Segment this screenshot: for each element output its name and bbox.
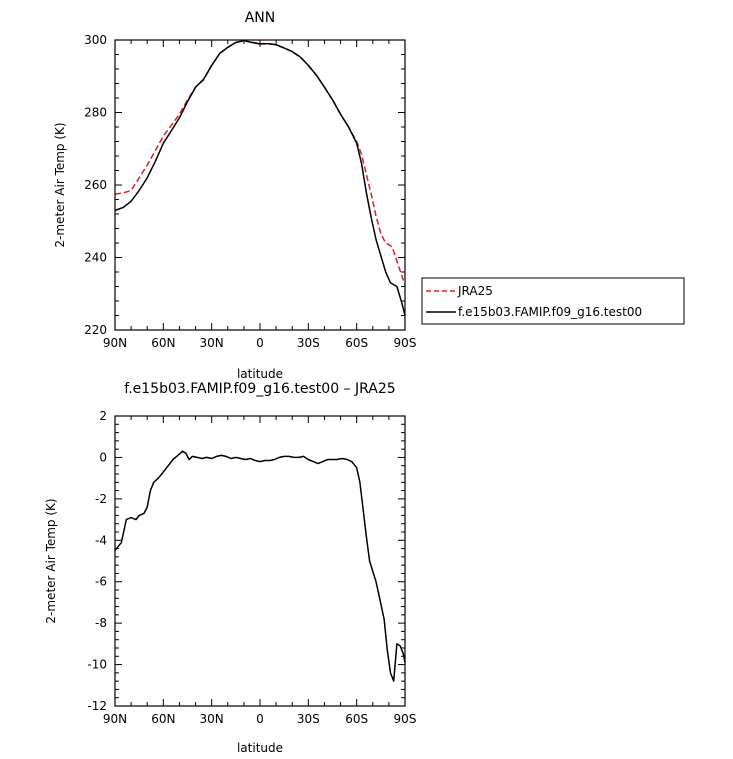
x-tick-label: 30S: [297, 712, 320, 726]
legend-label-jra25: JRA25: [457, 284, 493, 298]
legend-label-model: f.e15b03.FAMIP.f09_g16.test00: [458, 305, 642, 319]
x-tick-label: 0: [256, 712, 264, 726]
x-tick-label: 60N: [151, 712, 175, 726]
y-tick-labels: 220 240 260 280 300: [84, 33, 107, 337]
x-axis-title: latitude: [237, 367, 283, 381]
chart-title: f.e15b03.FAMIP.f09_g16.test00 – JRA25: [124, 381, 395, 397]
x-tick-label: 0: [256, 336, 264, 350]
x-tick-label: 60S: [345, 712, 368, 726]
y-tick-label: 220: [84, 323, 107, 337]
x-tick-label: 90S: [394, 336, 417, 350]
y-tick-label: -12: [87, 699, 107, 713]
chart-annual-temperature: ANN 90N 60N 30N 0 30S 60S 90S 220240260280300 …: [53, 10, 416, 381]
tick-marks: [114, 39, 406, 331]
y-tick-label: -10: [87, 658, 107, 672]
y-tick-label: 300: [84, 33, 107, 47]
y-tick-label: 240: [84, 251, 107, 265]
y-tick-label: -4: [95, 533, 107, 547]
chart-title: ANN: [245, 10, 276, 26]
x-tick-label: 90N: [103, 712, 127, 726]
y-tick-label: 2: [99, 409, 107, 423]
legend-box: [421, 277, 685, 325]
series-line-series-0: [114, 450, 406, 682]
tick-marks: [114, 415, 406, 707]
series-lines: [114, 39, 406, 316]
y-tick-label: 260: [84, 178, 107, 192]
series-line-f-e15b03-famip-f09-g16-test00: [114, 39, 406, 316]
y-tick-label: -6: [95, 575, 107, 589]
series-lines: [114, 450, 406, 682]
y-axis-title: 2-meter Air Temp (K): [44, 498, 58, 623]
x-tick-label: 60S: [345, 336, 368, 350]
y-tick-label: 280: [84, 106, 107, 120]
x-tick-label: 30S: [297, 336, 320, 350]
chart-difference: f.e15b03.FAMIP.f09_g16.test00 – JRA25 90…: [44, 381, 416, 755]
plot-frame: [114, 39, 406, 331]
y-tick-label: -8: [95, 616, 107, 630]
x-tick-label: 90S: [394, 712, 417, 726]
x-tick-label: 90N: [103, 336, 127, 350]
x-tick-label: 60N: [151, 336, 175, 350]
x-axis-title: latitude: [237, 741, 283, 755]
x-tick-label: 30N: [200, 336, 224, 350]
x-tick-labels: 90N 60N 30N 0 30S 60S 90S: [103, 336, 417, 350]
y-tick-label: 0: [99, 450, 107, 464]
x-tick-label: 30N: [200, 712, 224, 726]
legend: JRA25 f.e15b03.FAMIP.f09_g16.test00: [421, 277, 685, 325]
y-tick-label: -2: [95, 492, 107, 506]
x-tick-labels: 90N 60N 30N 0 30S 60S 90S: [103, 712, 417, 726]
y-tick-labels: -12 -10 -8 -6 -4 -2 0 2: [87, 409, 107, 713]
plot-frame: [114, 415, 406, 707]
y-axis-title: 2-meter Air Temp (K): [53, 122, 67, 247]
